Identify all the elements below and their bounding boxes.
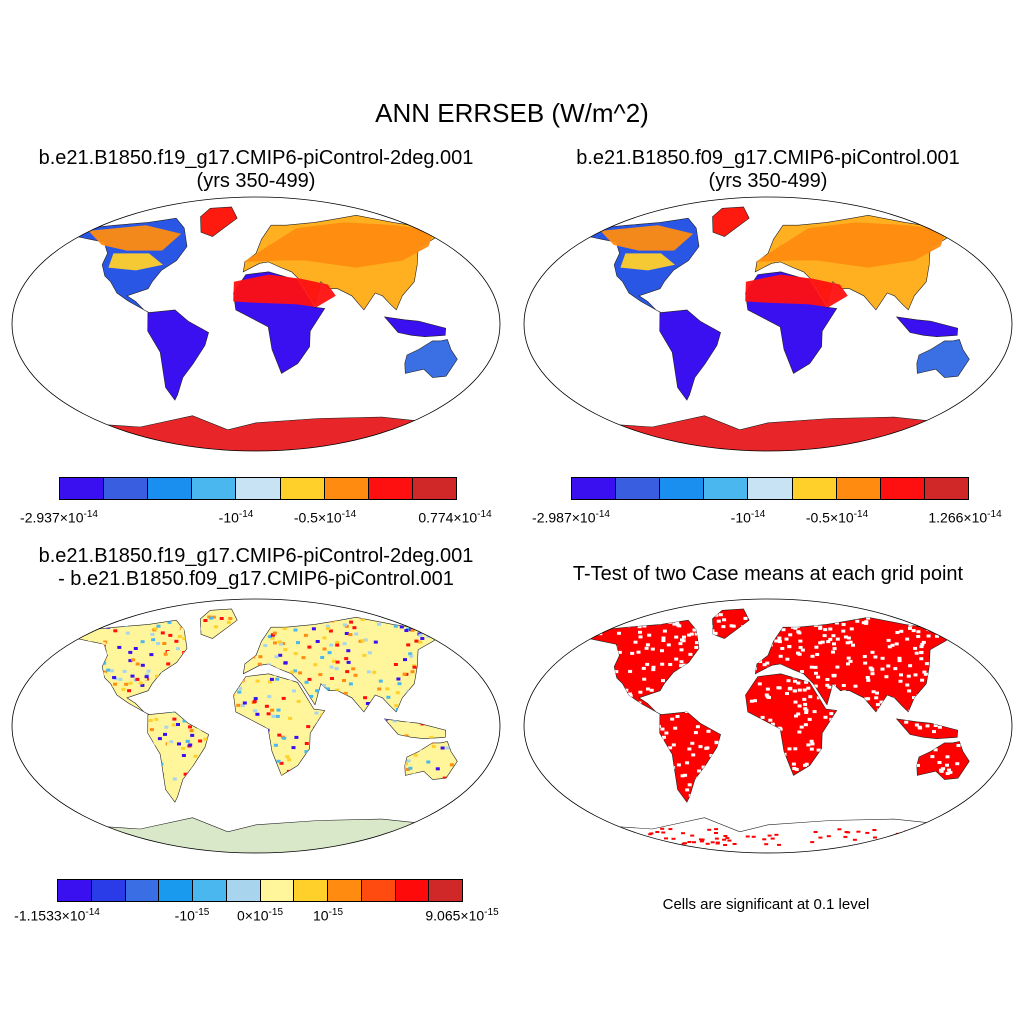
colorbar-swatch-3 (192, 478, 237, 499)
colorbar-swatch-8 (328, 880, 362, 901)
landmass-indonesia (895, 316, 959, 338)
colorbar-swatch-4 (193, 880, 227, 901)
landmass-eurasia (242, 616, 446, 713)
north-eurasia-band (243, 222, 434, 268)
landmass-samerica (659, 309, 721, 401)
landmass-greenland (200, 608, 238, 639)
colorbar-swatch-9 (361, 880, 396, 901)
colorbar-swatch-7 (294, 880, 328, 901)
landmass-antarctica (75, 415, 438, 451)
colorbar-swatch-6 (260, 880, 295, 901)
panel1-title-line2: (yrs 350-499) (196, 170, 316, 192)
cb2-label-2: -0.5×10-14 (805, 509, 869, 526)
colorbar-swatch-0 (58, 880, 92, 901)
panel4-note: Cells are significant at 0.1 level (662, 896, 870, 913)
panel2-map (523, 196, 1013, 452)
panel2-title-line2: (yrs 350-499) (708, 170, 828, 192)
north-america-band (600, 225, 694, 251)
colorbar-swatch-5 (280, 478, 325, 499)
panel3-title-line2: - b.e21.B1850.f09_g17.CMIP6-piControl.00… (58, 568, 454, 590)
colorbar-swatch-7 (880, 478, 925, 499)
colorbar-swatch-7 (368, 478, 413, 499)
landmass-samerica (659, 711, 721, 803)
panel3-colorbar (57, 879, 463, 902)
colorbar-swatch-2 (660, 478, 705, 499)
cb2-label-3: 1.266×10-14 (928, 509, 1002, 526)
colorbar-swatch-1 (91, 880, 126, 901)
landmass-samerica (147, 309, 209, 401)
colorbar-swatch-6 (836, 478, 881, 499)
colorbar-swatch-8 (924, 478, 968, 499)
landmass-australia (404, 339, 458, 378)
panel2-title: b.e21.B1850.f09_g17.CMIP6-piControl.001 … (512, 147, 1024, 193)
landmass-australia (916, 741, 970, 780)
cb3-label-1: -10-15 (174, 907, 210, 924)
cb3-label-2: 0×10-15 (237, 907, 283, 924)
colorbar-swatch-1 (104, 478, 149, 499)
panel3-map (11, 598, 501, 854)
map-border (11, 196, 501, 452)
cb1-label-0: -2.937×10-14 (20, 509, 98, 526)
colorbar-swatch-8 (412, 478, 456, 499)
colorbar-swatch-2 (148, 478, 193, 499)
landmass-antarctica (587, 415, 950, 451)
panel1-colorbar (59, 477, 457, 500)
panel4-map (523, 598, 1013, 854)
colorbar-swatch-10 (395, 880, 430, 901)
panel2-title-line1: b.e21.B1850.f09_g17.CMIP6-piControl.001 (576, 147, 960, 169)
cb1-label-1: -10-14 (218, 509, 254, 526)
landmass-greenland (200, 206, 238, 237)
landmass-antarctica (75, 817, 438, 853)
colorbar-swatch-5 (792, 478, 837, 499)
north-america-band (88, 225, 182, 251)
midlat-band (620, 253, 675, 271)
map-border (11, 598, 501, 854)
sahara-band (745, 274, 848, 308)
landmass-indonesia (895, 718, 959, 740)
colorbar-swatch-0 (60, 478, 105, 499)
colorbar-swatch-3 (159, 880, 193, 901)
panel2-colorbar (571, 477, 969, 500)
landmass-indonesia (383, 718, 447, 740)
cb3-label-3: 10-15 (312, 907, 344, 924)
panel1-map (11, 196, 501, 452)
landmass-australia (404, 741, 458, 780)
landmass-greenland (712, 206, 750, 237)
panel3-title-line1: b.e21.B1850.f19_g17.CMIP6-piControl-2deg… (38, 545, 474, 567)
colorbar-swatch-1 (616, 478, 661, 499)
cb1-label-3: 0.774×10-14 (418, 509, 492, 526)
panel4-title-line1: T-Test of two Case means at each grid po… (572, 563, 964, 585)
colorbar-swatch-0 (572, 478, 617, 499)
colorbar-swatch-2 (125, 880, 160, 901)
sahara-band (233, 274, 336, 308)
colorbar-swatch-3 (704, 478, 749, 499)
panel3-title: b.e21.B1850.f19_g17.CMIP6-piControl-2deg… (0, 545, 512, 591)
cb3-label-0: -1.1533×10-14 (14, 907, 100, 924)
colorbar-swatch-6 (324, 478, 369, 499)
north-eurasia-band (755, 222, 946, 268)
cb1-label-2: -0.5×10-14 (293, 509, 357, 526)
landmass-indonesia (383, 316, 447, 338)
figure-title: ANN ERRSEB (W/m^2) (375, 98, 649, 128)
cb2-label-1: -10-14 (730, 509, 766, 526)
landmass-australia (916, 339, 970, 378)
panel1-title-line1: b.e21.B1850.f19_g17.CMIP6-piControl-2deg… (38, 147, 474, 169)
map-border (523, 196, 1013, 452)
cb3-label-4: 9.065×10-15 (425, 907, 499, 924)
map-border (523, 598, 1013, 854)
colorbar-swatch-4 (236, 478, 281, 499)
panel1-title: b.e21.B1850.f19_g17.CMIP6-piControl-2deg… (0, 147, 512, 193)
cb2-label-0: -2.987×10-14 (532, 509, 610, 526)
panel4-title: T-Test of two Case means at each grid po… (512, 563, 1024, 586)
colorbar-swatch-11 (429, 880, 462, 901)
landmass-africa (745, 673, 838, 776)
landmass-greenland (712, 608, 750, 639)
midlat-band (108, 253, 163, 271)
colorbar-swatch-5 (226, 880, 261, 901)
colorbar-swatch-4 (748, 478, 793, 499)
